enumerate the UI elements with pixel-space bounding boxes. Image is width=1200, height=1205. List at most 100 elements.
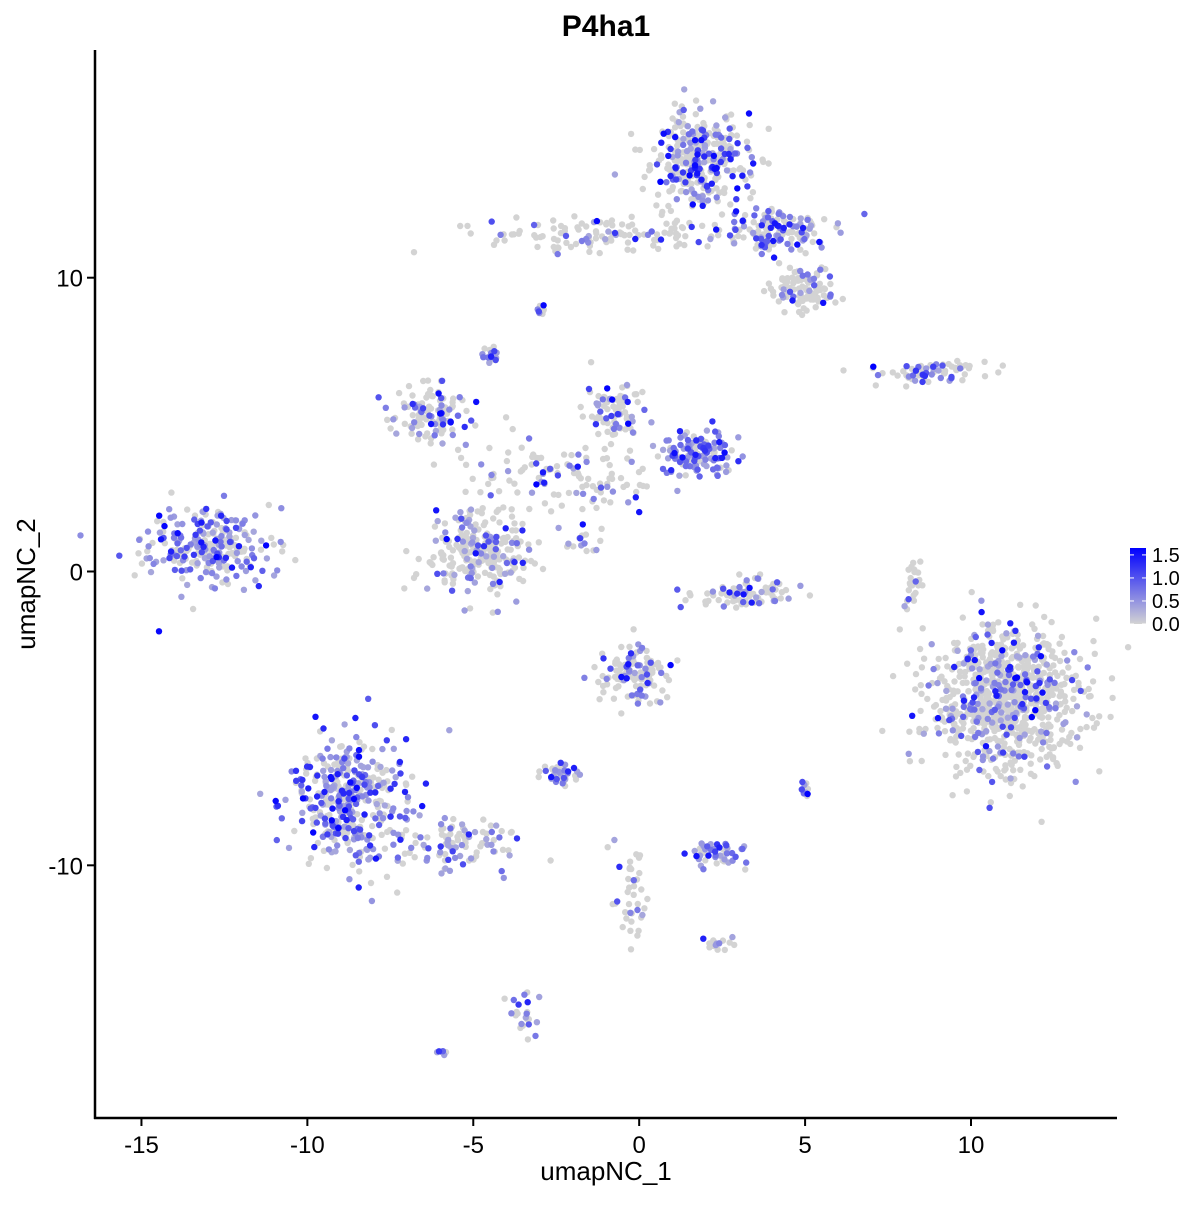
cell-point bbox=[1038, 745, 1045, 753]
cell-point bbox=[515, 230, 522, 237]
cell-point bbox=[447, 825, 454, 832]
cell-point bbox=[993, 641, 1001, 649]
cell-point bbox=[718, 211, 726, 218]
cell-point bbox=[815, 285, 822, 292]
cell-point bbox=[1064, 657, 1071, 664]
cell-point bbox=[595, 678, 602, 686]
cell-point bbox=[437, 549, 445, 557]
cell-point bbox=[328, 775, 335, 783]
cell-point bbox=[451, 854, 459, 862]
cell-point bbox=[734, 185, 741, 192]
x-tick-label: -5 bbox=[463, 1132, 484, 1159]
cell-point bbox=[681, 241, 688, 249]
cell-point bbox=[705, 442, 712, 449]
cell-point bbox=[329, 805, 336, 812]
cell-point bbox=[487, 822, 495, 829]
cell-point bbox=[981, 358, 988, 365]
cell-point bbox=[1061, 649, 1068, 656]
cell-point bbox=[146, 554, 153, 562]
cell-point bbox=[767, 224, 774, 231]
cell-point bbox=[314, 839, 322, 847]
cell-point bbox=[925, 682, 932, 689]
cell-point bbox=[278, 815, 285, 822]
cell-point bbox=[682, 159, 690, 166]
cell-point bbox=[978, 608, 985, 616]
cell-point bbox=[531, 560, 538, 567]
cell-point bbox=[411, 419, 418, 426]
cell-point bbox=[472, 422, 479, 429]
color-legend: 0.00.51.01.5 bbox=[1130, 545, 1180, 636]
cell-point bbox=[626, 858, 634, 865]
cell-point bbox=[1010, 639, 1018, 646]
cell-point bbox=[534, 243, 541, 251]
cell-point bbox=[1008, 686, 1015, 694]
cell-point bbox=[622, 909, 629, 916]
cell-point bbox=[461, 607, 468, 614]
cell-point bbox=[986, 804, 993, 811]
cell-point bbox=[365, 695, 372, 702]
cell-point bbox=[713, 122, 720, 129]
cell-point bbox=[1006, 792, 1013, 800]
cell-point bbox=[493, 237, 500, 244]
cell-point bbox=[722, 468, 730, 476]
cell-point bbox=[957, 365, 964, 372]
cell-point bbox=[305, 785, 312, 792]
cell-point bbox=[1017, 681, 1024, 689]
legend-tick-label: 1.0 bbox=[1152, 568, 1180, 590]
cell-point bbox=[422, 780, 430, 787]
cell-point bbox=[802, 250, 809, 257]
cell-point bbox=[480, 354, 487, 361]
cell-point bbox=[703, 183, 711, 190]
cell-point bbox=[560, 451, 568, 458]
cell-point bbox=[721, 856, 728, 863]
cell-point bbox=[797, 246, 804, 253]
cell-point bbox=[755, 228, 762, 235]
cell-point bbox=[770, 254, 778, 261]
cell-point bbox=[663, 220, 670, 227]
cell-point bbox=[1027, 770, 1035, 777]
cell-point bbox=[628, 918, 635, 925]
cell-point bbox=[409, 412, 416, 419]
cell-point bbox=[550, 217, 557, 224]
cell-point bbox=[648, 228, 655, 235]
cell-point bbox=[559, 780, 566, 787]
cell-point bbox=[674, 152, 681, 159]
cell-point bbox=[449, 848, 456, 855]
cell-point bbox=[700, 935, 707, 942]
cell-point bbox=[586, 248, 593, 255]
cell-point bbox=[341, 807, 349, 814]
cell-point bbox=[1065, 664, 1072, 671]
cell-point bbox=[345, 795, 352, 803]
cell-point bbox=[366, 854, 374, 861]
cell-point bbox=[329, 783, 336, 790]
cell-point bbox=[618, 643, 625, 651]
cell-point bbox=[609, 396, 616, 403]
cell-point bbox=[612, 658, 619, 665]
color-bar bbox=[1130, 548, 1146, 624]
cell-point bbox=[671, 124, 679, 131]
cell-point bbox=[198, 519, 205, 526]
cell-point bbox=[986, 747, 993, 755]
cell-point bbox=[511, 480, 518, 487]
cell-point bbox=[935, 730, 943, 737]
cell-point bbox=[749, 189, 757, 196]
cell-point bbox=[609, 488, 617, 495]
cell-point bbox=[431, 523, 439, 530]
cell-point bbox=[1090, 637, 1097, 645]
cell-point bbox=[1056, 657, 1064, 665]
cell-point bbox=[699, 197, 706, 204]
cell-point bbox=[346, 846, 354, 854]
cell-point bbox=[329, 822, 336, 829]
cell-point bbox=[693, 852, 700, 860]
cell-point bbox=[1008, 645, 1015, 652]
cell-point bbox=[190, 551, 198, 558]
cell-point bbox=[313, 793, 321, 800]
cell-point bbox=[558, 502, 565, 509]
cell-point bbox=[694, 151, 701, 158]
cell-point bbox=[1077, 687, 1084, 695]
cell-point bbox=[582, 444, 589, 452]
cell-point bbox=[358, 816, 365, 824]
cell-point bbox=[681, 850, 688, 857]
cell-point bbox=[771, 220, 779, 227]
x-tick-label: -15 bbox=[124, 1132, 159, 1159]
